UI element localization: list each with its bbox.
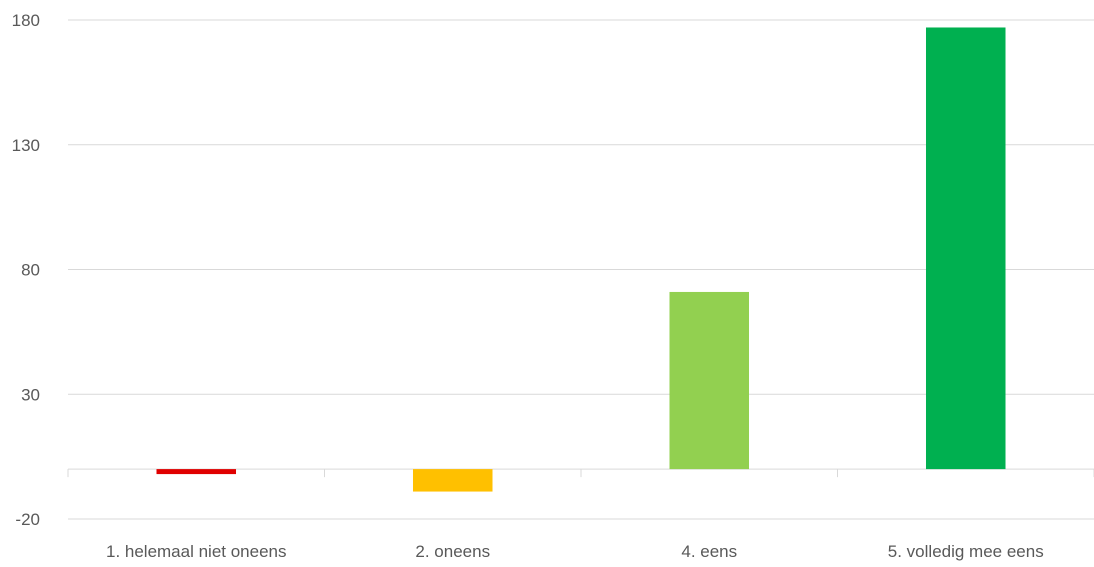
bar-3 <box>669 291 750 470</box>
y-axis: -20 30 80 130 180 <box>12 11 40 529</box>
x-category-label: 4. eens <box>681 542 737 561</box>
bars <box>156 27 1006 492</box>
y-tick-label: 180 <box>12 11 40 30</box>
bar-1 <box>156 469 237 475</box>
y-tick-label: -20 <box>15 510 40 529</box>
zero-baseline <box>67 468 1094 478</box>
y-tick-label: 80 <box>21 261 40 280</box>
x-axis: 1. helemaal niet oneens 2. oneens 4. eens 5… <box>106 542 1044 561</box>
y-tick-label: 130 <box>12 136 40 155</box>
x-category-label: 2. oneens <box>415 542 490 561</box>
x-category-label: 5. volledig mee eens <box>888 542 1044 561</box>
x-category-label: 1. helemaal niet oneens <box>106 542 287 561</box>
bar-4 <box>925 27 1006 470</box>
y-tick-label: 30 <box>21 385 40 404</box>
gridlines <box>68 19 1094 520</box>
bar-2 <box>412 469 493 492</box>
